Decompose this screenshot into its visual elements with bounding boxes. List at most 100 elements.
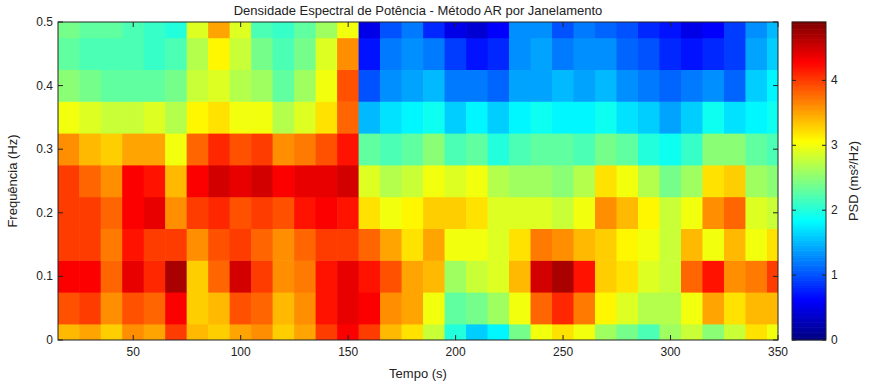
cell	[767, 260, 778, 292]
cell	[251, 133, 273, 165]
cell	[617, 101, 639, 133]
cell	[165, 197, 187, 229]
cell	[187, 197, 209, 229]
cell	[101, 69, 123, 101]
x-tick-label: 300	[661, 345, 681, 359]
cell	[337, 197, 359, 229]
cell	[337, 165, 359, 197]
cell	[767, 292, 778, 324]
cell	[101, 133, 123, 165]
cell	[273, 133, 295, 165]
cell	[681, 228, 703, 260]
cell	[702, 292, 724, 324]
cell	[445, 69, 467, 101]
y-tick-label: 0.5	[36, 15, 53, 29]
cell	[574, 292, 596, 324]
x-axis-title: Tempo (s)	[389, 366, 447, 381]
cell	[509, 292, 531, 324]
cell	[617, 38, 639, 70]
cell	[531, 197, 553, 229]
cell	[702, 101, 724, 133]
cell	[380, 197, 402, 229]
cell	[79, 324, 101, 340]
cell	[251, 260, 273, 292]
cell	[58, 38, 80, 70]
cell	[122, 38, 144, 70]
cell	[488, 197, 510, 229]
cell	[509, 197, 531, 229]
cell	[488, 101, 510, 133]
cell	[681, 101, 703, 133]
cell	[638, 228, 660, 260]
cell	[122, 292, 144, 324]
cell	[638, 165, 660, 197]
cell	[165, 101, 187, 133]
cell	[230, 260, 252, 292]
cell	[294, 197, 316, 229]
cell	[659, 260, 681, 292]
cell	[745, 38, 767, 70]
cell	[165, 69, 187, 101]
x-tick	[133, 335, 134, 340]
cell	[165, 292, 187, 324]
cell	[144, 228, 166, 260]
cell	[702, 165, 724, 197]
cell	[552, 197, 574, 229]
cell	[58, 69, 80, 101]
cell	[58, 165, 80, 197]
cell	[79, 22, 101, 38]
cell	[251, 292, 273, 324]
cell	[101, 260, 123, 292]
cell	[659, 133, 681, 165]
cell	[681, 324, 703, 340]
cell	[423, 101, 445, 133]
cell	[574, 38, 596, 70]
colorbar-tick	[822, 275, 826, 276]
cell	[466, 197, 488, 229]
cell	[122, 324, 144, 340]
cell	[337, 38, 359, 70]
cell	[144, 101, 166, 133]
cell	[681, 69, 703, 101]
cell	[702, 38, 724, 70]
cell	[144, 292, 166, 324]
cell	[122, 133, 144, 165]
cell	[273, 260, 295, 292]
cell	[617, 324, 639, 340]
cell	[208, 38, 230, 70]
cell	[294, 133, 316, 165]
cell	[380, 101, 402, 133]
cell	[208, 165, 230, 197]
cell	[724, 133, 746, 165]
cell	[122, 69, 144, 101]
cell	[531, 228, 553, 260]
cell	[79, 133, 101, 165]
cell	[101, 228, 123, 260]
cell	[509, 69, 531, 101]
cell	[702, 133, 724, 165]
cell	[488, 133, 510, 165]
cell	[230, 69, 252, 101]
x-tick	[563, 22, 564, 27]
cell	[531, 38, 553, 70]
cell	[574, 69, 596, 101]
cell	[122, 197, 144, 229]
cell	[402, 260, 424, 292]
cell	[595, 101, 617, 133]
cell	[423, 133, 445, 165]
cell	[122, 101, 144, 133]
cell	[574, 165, 596, 197]
x-tick	[348, 22, 349, 27]
cell	[488, 228, 510, 260]
y-tick	[773, 22, 778, 23]
cell	[165, 133, 187, 165]
cell	[488, 292, 510, 324]
cell	[294, 101, 316, 133]
cell	[251, 324, 273, 340]
cell	[445, 101, 467, 133]
cell	[638, 260, 660, 292]
cell	[595, 228, 617, 260]
colorbar-tick-label: 1	[831, 268, 838, 282]
cell	[531, 292, 553, 324]
y-tick	[773, 212, 778, 213]
